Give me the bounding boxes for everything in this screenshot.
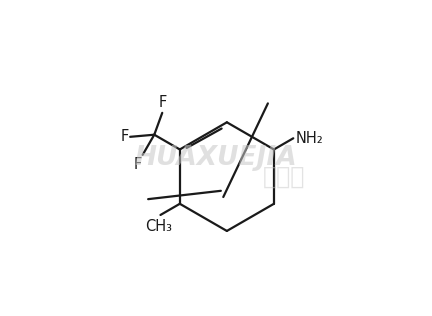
Text: 化学加: 化学加 <box>263 165 305 189</box>
Text: NH₂: NH₂ <box>295 131 323 146</box>
Text: F: F <box>159 95 167 110</box>
Text: HUAXUEJIA: HUAXUEJIA <box>135 145 297 171</box>
Text: F: F <box>121 129 129 144</box>
Text: F: F <box>133 157 141 172</box>
Text: CH₃: CH₃ <box>146 219 172 234</box>
